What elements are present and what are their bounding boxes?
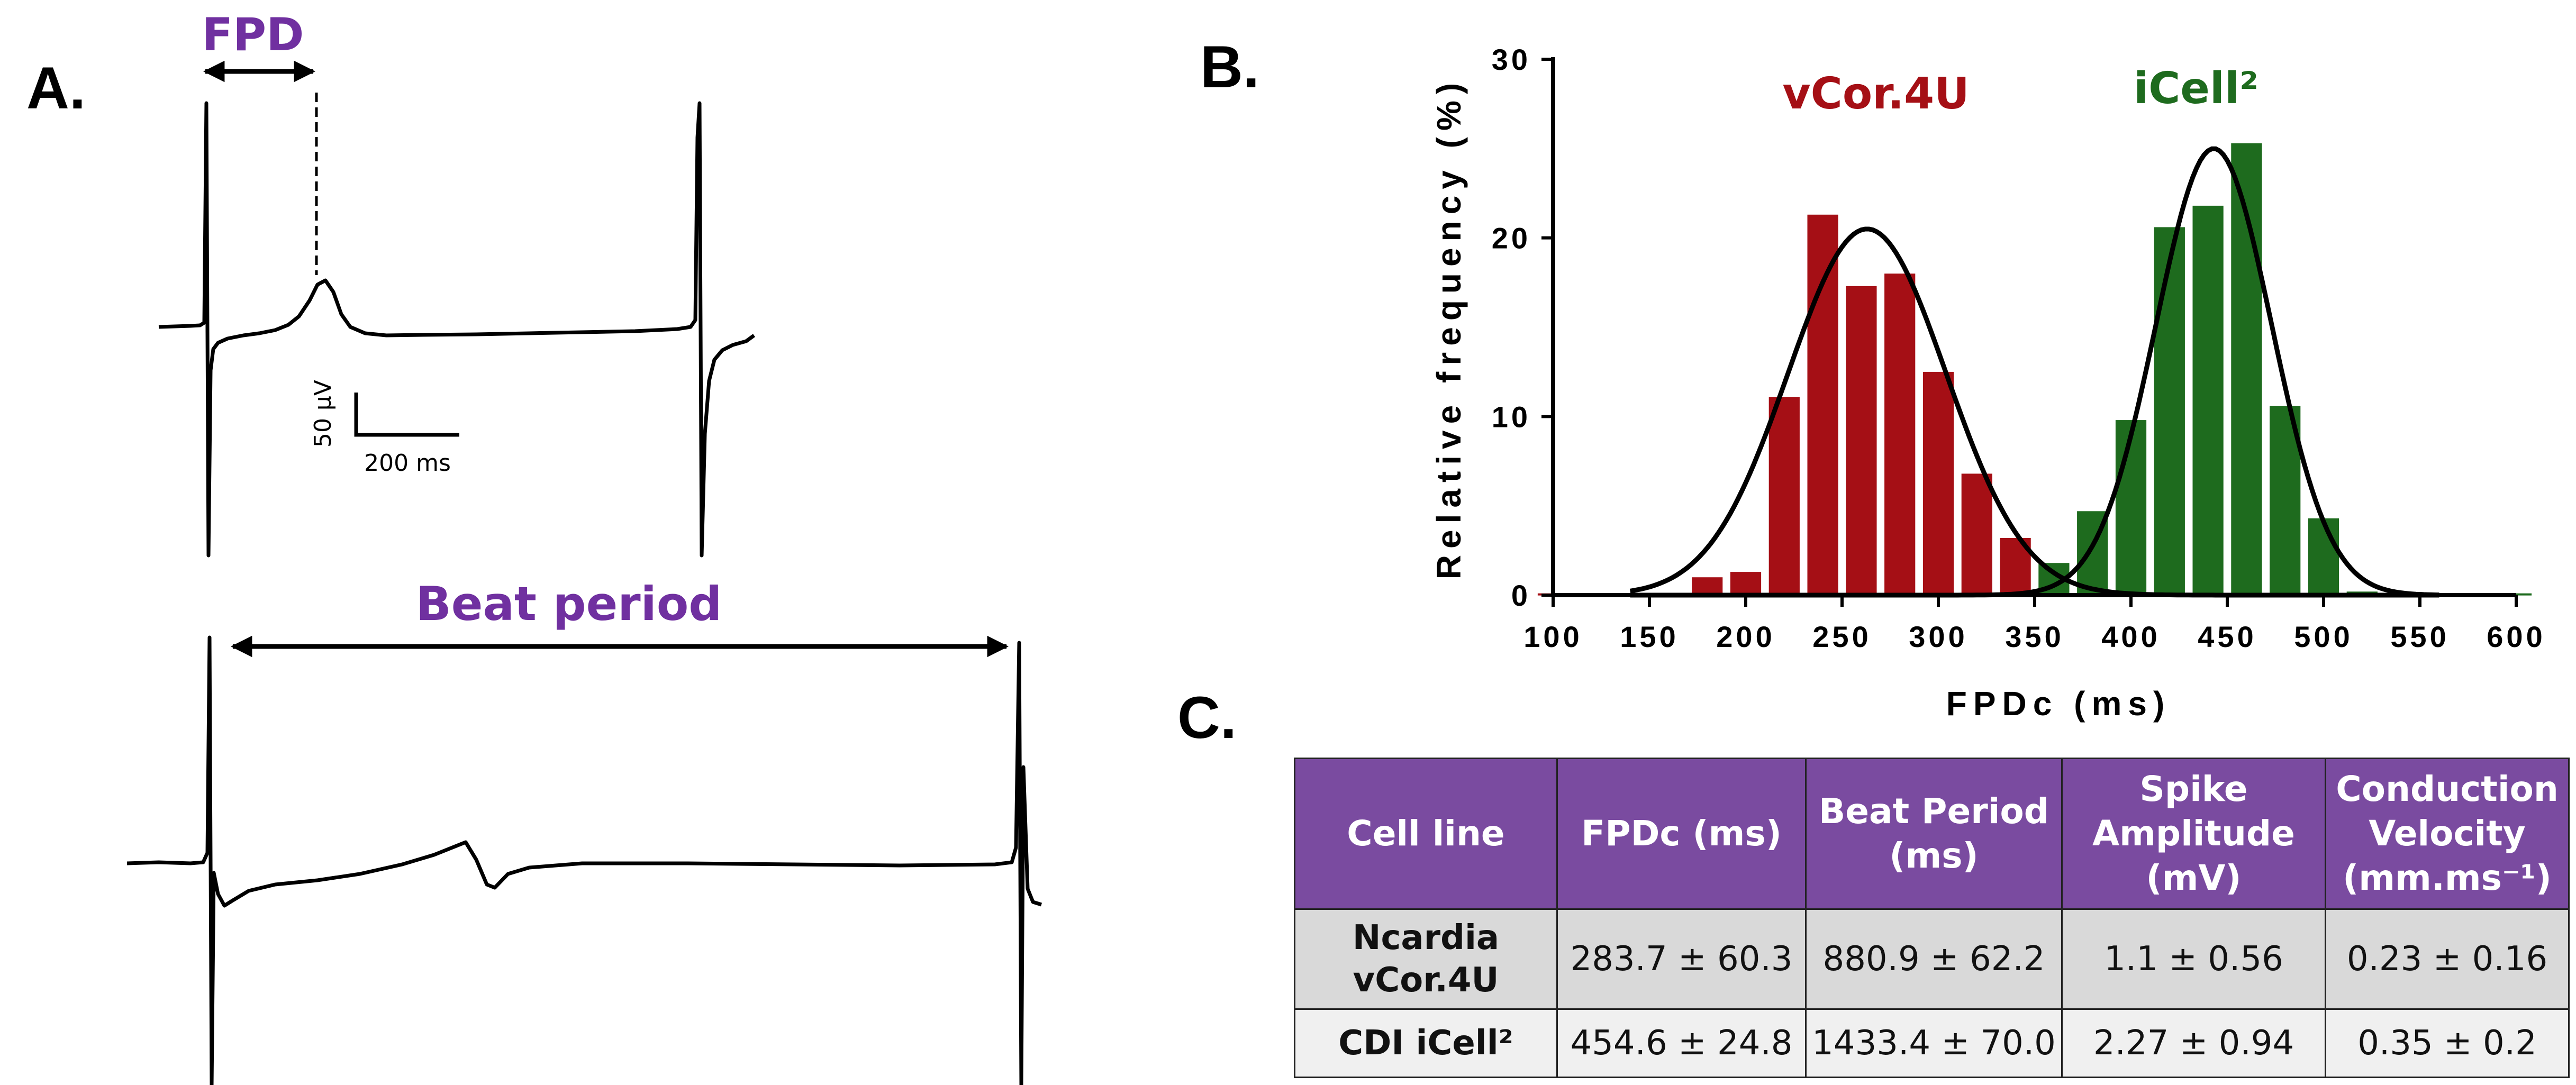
row-conduction-velocity: 0.23 ± 0.16 xyxy=(2325,908,2570,1010)
header-fpdc: FPDc (ms) xyxy=(1556,758,1807,910)
x-tick-label: 250 xyxy=(1812,620,1871,653)
bar xyxy=(2192,205,2224,595)
row-fpdc: 283.7 ± 60.3 xyxy=(1556,908,1807,1010)
scale-bar xyxy=(354,393,459,437)
row-beat-period: 1433.4 ± 70.0 xyxy=(1805,1008,2063,1078)
icell-bars xyxy=(2038,143,2532,596)
legend-vcor-label: vCor.4U xyxy=(1782,69,1970,119)
x-tick-label: 550 xyxy=(2390,620,2449,653)
y-tick-label: 30 xyxy=(1492,43,1531,76)
fpdc-histogram: 100 150 200 250 300 350 400 450 500 550 600 0 10 20 30… xyxy=(1430,43,2545,723)
y-tick-label: 20 xyxy=(1492,222,1531,255)
summary-table: Cell line FPDc (ms) Beat Period (ms) Spi… xyxy=(1294,758,2570,1078)
x-tick-label: 500 xyxy=(2294,620,2353,653)
bar xyxy=(1692,577,1723,595)
x-tick-label: 600 xyxy=(2487,620,2545,653)
table-row: Ncardia vCor.4U 283.7 ± 60.3 880.9 ± 62.… xyxy=(1294,908,2570,1010)
x-tick-label: 200 xyxy=(1716,620,1775,653)
header-beat-period: Beat Period (ms) xyxy=(1805,758,2063,910)
row-cell-line: Ncardia vCor.4U xyxy=(1294,908,1558,1010)
x-tick-label: 300 xyxy=(1909,620,1967,653)
bar xyxy=(1961,473,1992,595)
axis-ticks: 100 150 200 250 300 350 400 450 500 550 600 0 10 20 30 xyxy=(1492,43,2545,653)
bar xyxy=(1807,214,1838,595)
x-tick-label: 150 xyxy=(1620,620,1679,653)
row-spike-amplitude: 1.1 ± 0.56 xyxy=(2061,908,2326,1010)
row-fpdc: 454.6 ± 24.8 xyxy=(1556,1008,1807,1078)
y-tick-label: 0 xyxy=(1511,579,1531,612)
bar xyxy=(2308,518,2339,595)
header-conduction-velocity: Conduction Velocity (mm.ms⁻¹) xyxy=(2325,758,2570,910)
legend-icell-label: iCell² xyxy=(2134,63,2258,114)
bar xyxy=(1846,286,1877,595)
row-spike-amplitude: 2.27 ± 0.94 xyxy=(2061,1008,2326,1078)
panel-b-letter: B. xyxy=(1200,34,1259,100)
y-axis-title: Relative frequency (%) xyxy=(1430,77,1468,579)
x-tick-label: 100 xyxy=(1523,620,1582,653)
x-tick-label: 350 xyxy=(2005,620,2064,653)
fpd-label: FPD xyxy=(202,8,304,61)
bar xyxy=(1730,572,1762,595)
scale-bar-y-label: 50 µV xyxy=(310,380,337,448)
x-tick-label: 450 xyxy=(2198,620,2256,653)
bar xyxy=(1922,371,1954,595)
x-tick-label: 400 xyxy=(2101,620,2160,653)
scale-bar-x-label: 200 ms xyxy=(364,450,451,477)
panel-c-letter: C. xyxy=(1177,685,1237,751)
bar xyxy=(1884,273,1916,595)
y-tick-label: 10 xyxy=(1492,400,1531,433)
beat-period-label: Beat period xyxy=(416,577,722,631)
bottom-field-potential-trace xyxy=(126,635,1042,1085)
bar xyxy=(1768,397,1800,595)
panel-a-letter: A. xyxy=(26,55,86,121)
row-beat-period: 880.9 ± 62.2 xyxy=(1805,908,2063,1010)
row-conduction-velocity: 0.35 ± 0.2 xyxy=(2325,1008,2570,1078)
top-field-potential-trace xyxy=(158,101,756,558)
table-row: CDI iCell² 454.6 ± 24.8 1433.4 ± 70.0 2.… xyxy=(1294,1008,2570,1078)
bar xyxy=(2154,227,2185,595)
bar xyxy=(2115,420,2147,595)
header-cell-line: Cell line xyxy=(1294,758,1558,910)
x-axis-title: FPDc (ms) xyxy=(1946,685,2171,723)
header-spike-amplitude: Spike Amplitude (mV) xyxy=(2061,758,2326,910)
table-header-row: Cell line FPDc (ms) Beat Period (ms) Spi… xyxy=(1294,758,2570,910)
row-cell-line: CDI iCell² xyxy=(1294,1008,1558,1078)
